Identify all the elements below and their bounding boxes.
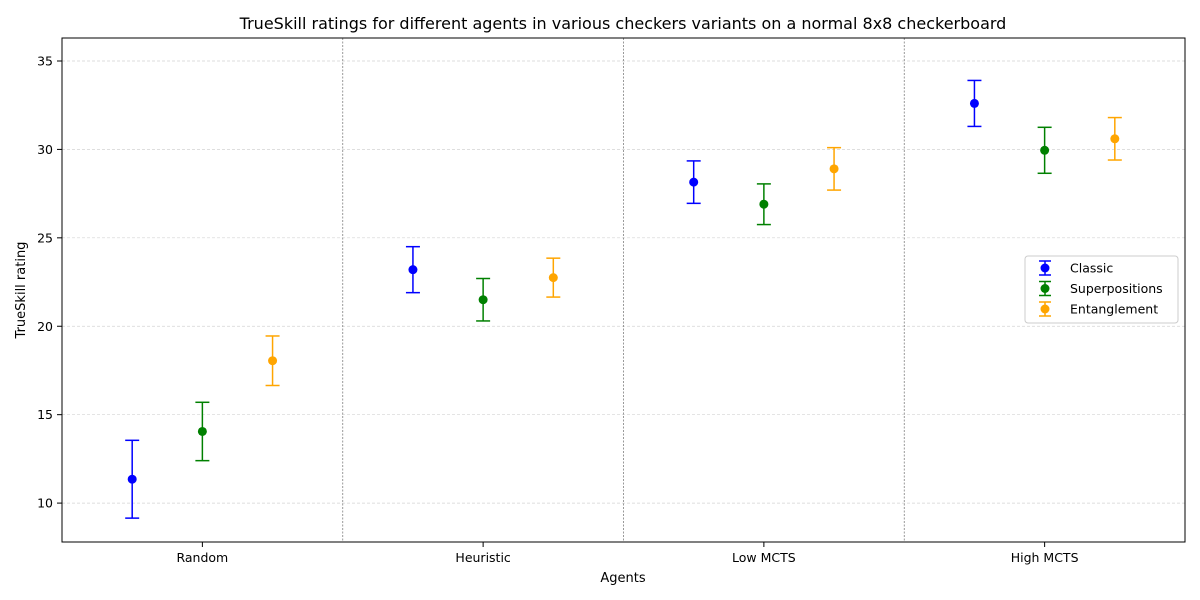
legend-label: Entanglement — [1070, 302, 1158, 317]
series-classic — [125, 79, 982, 519]
data-point — [268, 356, 278, 366]
data-point — [1040, 145, 1050, 155]
data-point — [759, 199, 769, 209]
legend-marker-point — [1040, 304, 1050, 314]
y-axis-ticks: 10 15 20 25 30 35 — [37, 53, 62, 511]
y-axis-label: TrueSkill rating — [14, 242, 29, 340]
chart-title: TrueSkill ratings for different agents i… — [239, 14, 1007, 33]
legend-marker-point — [1040, 284, 1050, 293]
legend-box — [1024, 255, 1179, 324]
x-tick-label: Random — [176, 550, 228, 565]
y-tick-label: 10 — [37, 496, 53, 511]
x-axis-label: Agents — [600, 571, 645, 586]
data-point — [689, 177, 699, 187]
y-tick-label: 25 — [37, 230, 53, 245]
y-tick-label: 20 — [37, 319, 53, 334]
series-entanglement — [265, 116, 1122, 387]
plot-frame — [61, 37, 1186, 543]
x-tick-label: Heuristic — [455, 550, 511, 565]
y-tick-label: 15 — [37, 407, 53, 422]
x-tick-label: Low MCTS — [732, 550, 796, 565]
data-point — [478, 295, 488, 305]
category-separators — [342, 38, 905, 542]
y-tick-label: 35 — [37, 53, 53, 68]
data-point — [829, 164, 839, 174]
legend-label: Superpositions — [1070, 281, 1163, 296]
data-point — [197, 426, 207, 436]
series-superpositions — [195, 126, 1052, 462]
legend-marker-point — [1040, 263, 1050, 273]
data-point — [408, 265, 418, 275]
data-point — [127, 474, 137, 484]
data-point — [1110, 134, 1120, 144]
data-point — [969, 98, 979, 108]
x-axis-ticks: Random Heuristic Low MCTS High MCTS — [176, 542, 1079, 565]
y-tick-label: 30 — [37, 142, 53, 157]
x-tick-label: High MCTS — [1011, 550, 1079, 565]
data-point — [548, 273, 558, 283]
legend-label: Classic — [1070, 261, 1113, 276]
legend: Classic Superpositions Entanglement — [1024, 255, 1179, 324]
series-layer — [125, 79, 1122, 519]
